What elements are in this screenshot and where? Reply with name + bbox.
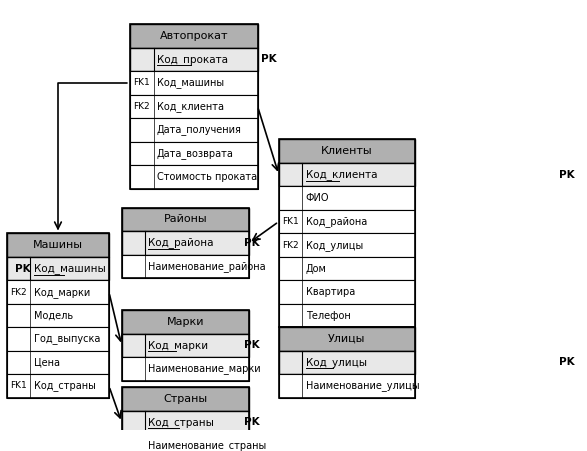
Text: Год_выпуска: Год_выпуска xyxy=(34,334,100,345)
Bar xyxy=(279,327,414,351)
Bar xyxy=(7,327,109,351)
Bar xyxy=(130,142,258,165)
Text: Дом: Дом xyxy=(306,263,326,274)
Text: Наименование_улицы: Наименование_улицы xyxy=(306,381,419,391)
Bar xyxy=(279,257,414,281)
Text: Наименование_марки: Наименование_марки xyxy=(149,364,261,374)
Bar xyxy=(279,186,414,210)
Text: Код_проката: Код_проката xyxy=(157,54,228,65)
Bar xyxy=(130,71,258,95)
Text: PK: PK xyxy=(559,358,574,368)
Bar xyxy=(279,281,414,304)
Text: PK: PK xyxy=(244,238,260,248)
Bar xyxy=(130,24,258,48)
Bar xyxy=(122,310,249,334)
Text: Улицы: Улицы xyxy=(328,334,366,344)
Text: Код_района: Код_района xyxy=(306,216,367,227)
Text: Стоимость проката: Стоимость проката xyxy=(157,172,257,182)
Text: Код_страны: Код_страны xyxy=(34,381,96,391)
Text: FK1: FK1 xyxy=(133,78,150,87)
Text: Дата_возврата: Дата_возврата xyxy=(157,148,234,159)
Text: Модель: Модель xyxy=(34,311,73,321)
Bar xyxy=(122,231,249,255)
Text: Машины: Машины xyxy=(33,240,83,250)
Bar xyxy=(7,374,109,398)
Text: Цена: Цена xyxy=(34,358,60,368)
Bar xyxy=(279,327,414,398)
Text: PK: PK xyxy=(261,55,277,64)
Bar xyxy=(130,118,258,142)
Bar xyxy=(279,233,414,257)
Bar xyxy=(279,139,414,327)
Text: Код_машины: Код_машины xyxy=(157,78,224,88)
Text: Код_страны: Код_страны xyxy=(149,417,214,428)
Bar xyxy=(7,351,109,374)
Text: Код_марки: Код_марки xyxy=(149,340,208,351)
Bar xyxy=(279,139,414,163)
Text: Квартира: Квартира xyxy=(306,287,355,297)
Bar xyxy=(122,334,249,357)
Bar xyxy=(122,208,249,231)
Text: FK2: FK2 xyxy=(282,240,299,249)
Text: PK: PK xyxy=(244,341,260,350)
Text: Код_клиента: Код_клиента xyxy=(157,101,224,112)
Text: Код_района: Код_района xyxy=(149,238,214,249)
Bar xyxy=(7,304,109,327)
Bar xyxy=(279,163,414,186)
Text: Наименование_страны: Наименование_страны xyxy=(149,440,266,451)
Text: FK2: FK2 xyxy=(11,288,27,297)
Text: Марки: Марки xyxy=(167,317,204,327)
Text: Автопрокат: Автопрокат xyxy=(160,31,228,41)
Text: Код_марки: Код_марки xyxy=(34,286,90,298)
Text: FK1: FK1 xyxy=(11,382,27,391)
Bar xyxy=(122,255,249,278)
Bar xyxy=(122,310,249,381)
Bar xyxy=(130,48,258,71)
Bar xyxy=(279,351,414,374)
Bar xyxy=(279,304,414,327)
Text: Код_машины: Код_машины xyxy=(34,263,106,274)
Bar xyxy=(122,357,249,381)
Bar xyxy=(130,165,258,189)
Text: Код_улицы: Код_улицы xyxy=(306,357,366,368)
Text: PK: PK xyxy=(559,170,574,179)
Text: Районы: Районы xyxy=(164,215,207,225)
Text: ФИО: ФИО xyxy=(306,193,329,203)
Text: FK2: FK2 xyxy=(133,102,150,111)
Text: Наименование_района: Наименование_района xyxy=(149,261,266,272)
Bar xyxy=(122,410,249,434)
Text: Код_клиента: Код_клиента xyxy=(306,169,377,180)
Bar xyxy=(7,233,109,398)
Bar xyxy=(7,233,109,257)
Bar xyxy=(7,281,109,304)
Text: Код_улицы: Код_улицы xyxy=(306,239,363,251)
Bar xyxy=(122,208,249,278)
Bar xyxy=(130,24,258,189)
Bar xyxy=(122,387,249,451)
Bar xyxy=(279,210,414,233)
Text: PK: PK xyxy=(244,417,260,427)
Text: Клиенты: Клиенты xyxy=(321,146,373,156)
Text: PK: PK xyxy=(15,263,31,274)
Bar xyxy=(122,387,249,410)
Text: Дата_получения: Дата_получения xyxy=(157,124,242,135)
Bar xyxy=(130,95,258,118)
Text: FK1: FK1 xyxy=(282,217,299,226)
Bar xyxy=(279,374,414,398)
Bar xyxy=(122,434,249,451)
Bar xyxy=(7,257,109,281)
Text: Телефон: Телефон xyxy=(306,311,350,321)
Text: Страны: Страны xyxy=(163,394,207,404)
